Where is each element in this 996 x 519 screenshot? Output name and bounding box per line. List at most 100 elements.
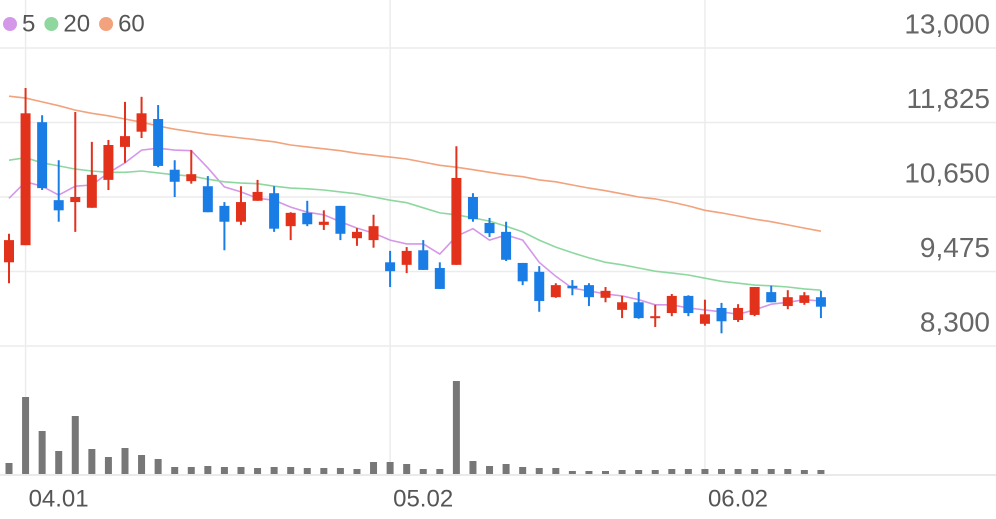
volume-bar <box>568 471 576 474</box>
volume-bar <box>734 469 742 474</box>
candle-body <box>186 174 197 182</box>
legend-label: 5 <box>22 10 35 37</box>
candle-body <box>683 295 694 314</box>
volume-bar <box>668 469 676 474</box>
volume-bar <box>519 467 527 474</box>
volume-bar <box>751 469 759 474</box>
volume-bar <box>270 467 278 474</box>
candle-body <box>666 295 677 314</box>
legend-swatch <box>44 17 59 31</box>
candle-body <box>451 177 462 265</box>
candle-body <box>103 145 114 180</box>
volume-bar <box>718 469 726 474</box>
volume-bar <box>254 468 262 474</box>
candle-body <box>335 205 346 234</box>
candle-body <box>351 231 362 239</box>
volume-bar <box>784 469 792 474</box>
volume-bar <box>138 455 146 474</box>
y-tick-label: 9,475 <box>920 232 990 263</box>
candle-body <box>136 113 147 132</box>
volume-bar <box>684 469 692 474</box>
candle-body <box>153 119 164 166</box>
volume-bar <box>452 381 460 474</box>
volume-bar <box>800 470 808 474</box>
volume-bar <box>303 468 311 474</box>
candle-body <box>4 240 14 263</box>
volume-bar <box>237 467 245 474</box>
volume-bar <box>353 469 361 474</box>
ma-line <box>8 156 821 291</box>
candle-body <box>401 250 412 265</box>
volume-bar <box>535 468 543 474</box>
volume-bar <box>220 467 228 474</box>
volume-bar <box>71 416 79 474</box>
volume-bar <box>5 463 13 474</box>
candle-body <box>501 231 512 260</box>
x-tick-label: 05.02 <box>393 485 453 512</box>
volume-bar <box>22 397 30 474</box>
candle-body <box>70 197 81 203</box>
ma-line <box>8 95 822 232</box>
volume-bar <box>618 470 626 474</box>
volume-bar <box>55 451 63 474</box>
candle-body <box>733 307 744 321</box>
candle-body <box>418 250 429 270</box>
candle-body <box>534 271 545 301</box>
candle-body <box>385 262 396 272</box>
legend-swatch <box>99 17 114 31</box>
candle-body <box>169 169 180 182</box>
candle-body <box>252 191 263 201</box>
volume-bar <box>635 470 643 474</box>
candle-body <box>749 287 760 315</box>
candle-body <box>633 302 644 319</box>
volume-bar <box>419 469 427 474</box>
volume-bar <box>602 471 610 474</box>
candle-body <box>600 290 611 298</box>
candle-body <box>37 122 48 189</box>
volume-bar <box>88 449 96 474</box>
candle-body <box>53 200 64 211</box>
volume-bar <box>585 471 593 474</box>
x-tick-label: 04.01 <box>29 485 89 512</box>
candle-body <box>699 314 710 324</box>
volume-bar <box>436 469 444 474</box>
candle-body <box>799 295 810 303</box>
y-tick-label: 13,000 <box>904 8 990 39</box>
candle-body <box>20 113 31 246</box>
candle-body <box>716 307 727 322</box>
candle-body <box>368 226 379 241</box>
volume-bar <box>486 466 494 474</box>
volume-bar <box>38 431 46 474</box>
volume-bar <box>767 469 775 474</box>
x-tick-label: 06.02 <box>708 485 768 512</box>
candle-body <box>434 268 445 289</box>
y-tick-label: 11,825 <box>906 83 990 114</box>
volume-bar <box>370 462 378 474</box>
candle-body <box>766 292 777 303</box>
volume-bar <box>204 466 212 474</box>
candle-body <box>467 197 478 220</box>
candle-body <box>285 212 296 227</box>
candle-body <box>617 302 628 310</box>
candle-body <box>219 205 230 222</box>
candle-body <box>235 202 246 222</box>
candle-body <box>567 285 578 289</box>
legend-label: 20 <box>63 10 90 37</box>
volume-bar <box>154 459 162 474</box>
volume-bar <box>121 448 129 474</box>
candle-body <box>269 193 280 229</box>
volume-bar <box>187 467 195 474</box>
candle-body <box>583 285 594 298</box>
candle-body <box>650 316 661 319</box>
volume-bar <box>552 468 560 474</box>
candle-body <box>550 285 561 298</box>
candle-body <box>782 297 793 307</box>
candle-body <box>815 297 826 307</box>
volume-bar <box>502 464 510 474</box>
volume-bar <box>403 464 411 474</box>
volume-bar <box>104 457 112 474</box>
volume-bar <box>386 462 394 474</box>
volume-bar <box>171 467 179 474</box>
candle-body <box>86 174 97 208</box>
